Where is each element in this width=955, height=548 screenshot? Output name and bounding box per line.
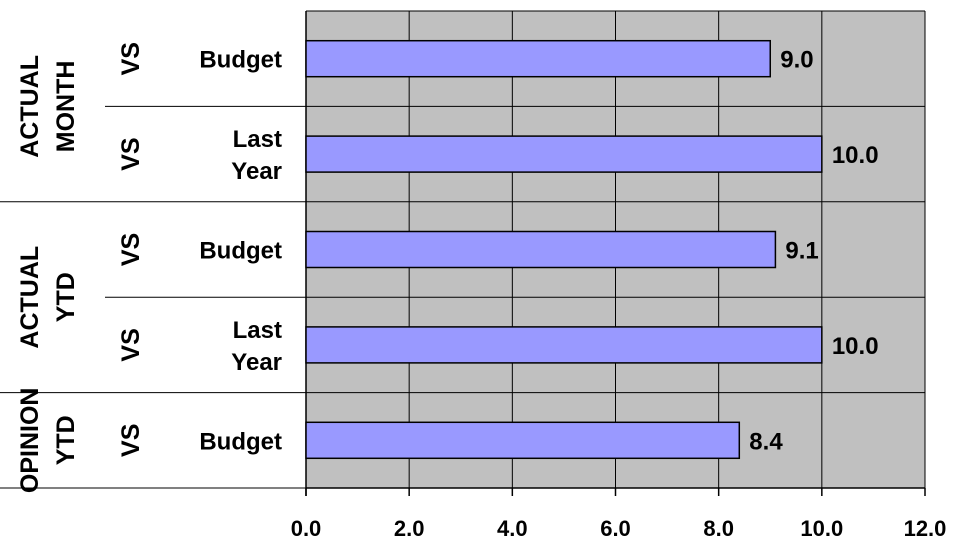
x-tick-label: 10.0 <box>800 516 843 541</box>
group-label: YTD <box>52 415 80 465</box>
vs-label: VS <box>117 233 145 266</box>
bar <box>305 135 823 173</box>
category-label: Year <box>231 349 282 376</box>
bar-series <box>305 39 823 460</box>
x-tick-label: 8.0 <box>703 516 734 541</box>
bar <box>305 230 777 269</box>
x-tick-label: 4.0 <box>497 516 528 541</box>
group-label: YTD <box>52 272 80 322</box>
bar <box>305 421 741 460</box>
x-tick-label: 12.0 <box>904 516 947 541</box>
data-label: 9.0 <box>780 47 813 74</box>
data-label: 10.0 <box>832 142 879 169</box>
vs-label: VS <box>117 328 145 361</box>
data-label: 9.1 <box>785 238 818 265</box>
category-label: Budget <box>199 47 282 74</box>
x-axis: 0.0 2.0 4.0 6.0 8.0 10.0 12.0 <box>291 488 947 541</box>
category-labels: 9.0 VS Budget 10.0 VS Last Year 9.1 VS Budget 10.0… <box>16 42 879 493</box>
data-label: 8.4 <box>749 428 783 455</box>
bar <box>305 326 823 364</box>
category-label: Year <box>231 158 282 185</box>
vs-label: VS <box>117 424 145 457</box>
x-tick-label: 2.0 <box>394 516 425 541</box>
vs-label: VS <box>117 42 145 75</box>
category-label: Last <box>233 317 282 344</box>
group-label: MONTH <box>52 61 80 153</box>
x-tick-label: 0.0 <box>291 516 322 541</box>
x-tick-label: 6.0 <box>600 516 631 541</box>
category-label: Last <box>233 126 282 153</box>
group-label: ACTUAL <box>16 55 44 158</box>
data-label: 10.0 <box>832 333 879 360</box>
category-label: Budget <box>199 238 282 265</box>
vs-label: VS <box>117 137 145 170</box>
group-label: OPINION <box>16 388 44 494</box>
category-label: Budget <box>199 428 282 455</box>
group-label: ACTUAL <box>16 246 44 349</box>
bar <box>305 39 771 78</box>
